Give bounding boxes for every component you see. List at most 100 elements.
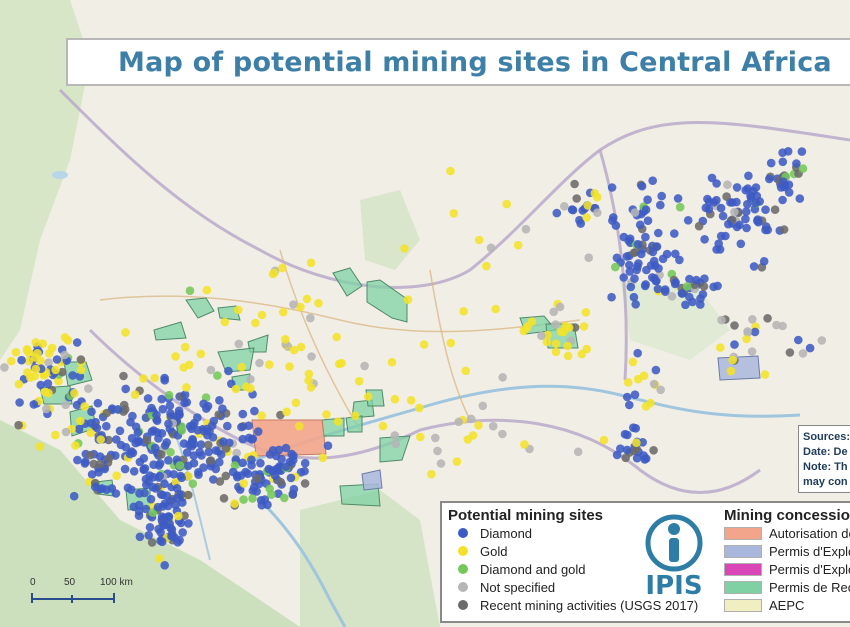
mining-site-point xyxy=(406,396,416,405)
mining-site-point xyxy=(625,400,634,410)
mining-site-point xyxy=(654,264,663,273)
mining-site-point xyxy=(657,191,666,201)
mining-site-point xyxy=(119,371,128,381)
mining-site-point xyxy=(161,441,170,450)
mining-site-point xyxy=(135,489,144,498)
mining-site-point xyxy=(323,441,333,451)
legend-label: Recent mining activities (USGS 2017) xyxy=(480,597,699,613)
mining-site-point xyxy=(278,263,287,273)
mining-site-point xyxy=(633,348,642,358)
mining-site-point xyxy=(44,388,53,398)
mining-site-point xyxy=(120,405,130,414)
mining-site-point xyxy=(157,394,166,404)
mining-site-point xyxy=(675,255,684,265)
mining-site-point xyxy=(640,455,649,464)
mining-site-point xyxy=(611,221,621,230)
mining-site-point xyxy=(607,183,617,192)
swatch-icon xyxy=(724,544,762,558)
mining-site-point xyxy=(11,348,21,357)
legend-label: Diamond xyxy=(480,525,533,541)
border-line xyxy=(58,88,850,289)
mining-site-point xyxy=(700,235,709,244)
mining-site-point xyxy=(378,421,388,431)
mining-site-point xyxy=(84,384,93,393)
mining-site-point xyxy=(52,355,62,364)
mining-site-point xyxy=(641,232,650,242)
mining-site-point xyxy=(622,445,632,455)
mining-site-points xyxy=(0,147,827,570)
mining-site-point xyxy=(461,366,471,376)
scale-bar-graphic xyxy=(31,593,115,603)
mining-site-point xyxy=(61,400,70,410)
mining-site-point xyxy=(701,203,711,213)
mining-site-point xyxy=(718,211,728,221)
mining-site-point xyxy=(651,365,661,375)
mining-site-point xyxy=(151,484,160,493)
mining-site-point xyxy=(237,422,246,432)
mining-site-point xyxy=(228,467,238,477)
mining-site-point xyxy=(716,231,726,241)
mining-site-point xyxy=(166,447,175,457)
road xyxy=(429,269,471,421)
legend-label: Autorisation de xyxy=(769,525,850,541)
mining-site-point xyxy=(157,537,167,547)
mining-site-point xyxy=(169,470,179,479)
mining-site-point xyxy=(141,504,151,514)
mining-site-point xyxy=(139,374,148,383)
mining-site-point xyxy=(265,484,275,494)
mining-site-point xyxy=(237,362,246,372)
mining-site-point xyxy=(92,423,102,433)
mining-site-point xyxy=(612,450,622,460)
mining-site-point xyxy=(486,243,496,253)
mining-site-point xyxy=(300,479,310,488)
mining-site-point xyxy=(158,404,168,414)
mining-site-point xyxy=(360,361,369,371)
mining-site-point xyxy=(306,383,316,392)
mining-site-point xyxy=(641,205,651,214)
mining-site-point xyxy=(772,320,781,330)
mining-site-point xyxy=(71,441,80,450)
mining-site-point xyxy=(219,437,228,446)
sources-box: Sources: Date: De Note: Th may con xyxy=(798,425,850,493)
mining-site-point xyxy=(74,424,84,434)
mining-site-point xyxy=(143,394,153,403)
mining-site-point xyxy=(513,240,523,250)
mining-site-point xyxy=(656,200,665,210)
mining-site-point xyxy=(180,342,190,352)
mining-site-point xyxy=(69,491,79,501)
scale-label-0: 0 xyxy=(30,577,36,588)
mining-site-point xyxy=(717,315,726,325)
legend-label: Not specified xyxy=(480,579,556,595)
legend-concessions: Mining concessions Autorisation de Permi… xyxy=(724,507,850,614)
mining-site-point xyxy=(641,280,650,289)
date-line: Date: De xyxy=(803,446,848,458)
mining-site-point xyxy=(177,473,186,483)
mining-site-point xyxy=(651,276,660,286)
mining-site-point xyxy=(70,388,79,398)
legend-sites: Potential mining sites Diamond Gold Diam… xyxy=(448,507,698,614)
mining-site-point xyxy=(220,317,230,327)
mining-site-point xyxy=(269,268,279,278)
mining-site-point xyxy=(260,495,270,504)
mining-site-point xyxy=(86,418,96,428)
mining-site-point xyxy=(797,147,807,156)
mining-site-point xyxy=(314,298,323,308)
mining-site-point xyxy=(626,282,636,292)
mining-site-point xyxy=(646,261,656,270)
mining-site-point xyxy=(582,213,591,222)
mining-site-point xyxy=(144,531,153,540)
mining-site-point xyxy=(703,194,712,204)
sources-line: Sources: xyxy=(803,431,850,443)
mining-site-point xyxy=(112,471,121,481)
mining-site-point xyxy=(87,407,96,417)
mining-site-point xyxy=(121,384,130,394)
mining-site-point xyxy=(572,194,581,203)
mining-site-point xyxy=(732,222,742,232)
mining-site-point xyxy=(184,490,193,500)
mining-site-point xyxy=(253,427,263,436)
dot-icon xyxy=(458,528,468,538)
mining-site-point xyxy=(185,286,195,296)
mining-site-point xyxy=(743,327,752,336)
mining-site-point xyxy=(300,458,310,468)
